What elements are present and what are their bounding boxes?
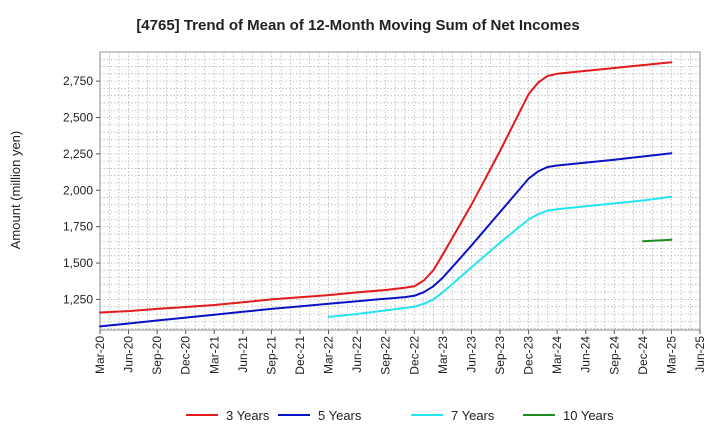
x-tick-label: Mar-24	[550, 336, 564, 374]
x-tick-label: Jun-25	[693, 336, 707, 373]
legend-label: 5 Years	[318, 408, 362, 423]
x-tick-label: Dec-22	[407, 336, 421, 375]
y-tick-label: 2,500	[63, 110, 93, 124]
x-tick-label: Mar-25	[664, 336, 678, 374]
x-tick-label: Jun-23	[464, 336, 478, 373]
chart-title: [4765] Trend of Mean of 12-Month Moving …	[136, 17, 579, 34]
legend: 3 Years 5 Years 7 Years 10 Years	[186, 408, 614, 423]
x-tick-label: Sep-22	[379, 336, 393, 375]
x-tick-label: Mar-20	[93, 336, 107, 374]
y-axis-ticks: 1,250 1,500 1,750 2,000 2,250 2,500 2,750	[63, 74, 100, 306]
x-tick-label: Mar-23	[436, 336, 450, 374]
x-tick-label: Jun-24	[579, 336, 593, 373]
x-axis-ticks: Mar-20 Jun-20 Sep-20 Dec-20 Mar-21 Jun-21 Sep-…	[93, 330, 707, 375]
x-tick-label: Dec-23	[522, 336, 536, 375]
x-tick-label: Dec-21	[293, 336, 307, 375]
y-tick-label: 1,250	[63, 292, 93, 306]
y-tick-label: 2,750	[63, 74, 93, 88]
plot-area	[99, 51, 701, 331]
x-tick-label: Mar-22	[322, 336, 336, 374]
series-line	[99, 152, 673, 328]
legend-label: 3 Years	[226, 408, 270, 423]
x-tick-label: Sep-23	[493, 336, 507, 375]
y-tick-label: 2,250	[63, 147, 93, 161]
x-tick-label: Dec-24	[636, 336, 650, 375]
x-tick-label: Sep-21	[264, 336, 278, 375]
series-lines	[99, 61, 673, 328]
series-line	[641, 238, 673, 243]
x-tick-label: Dec-20	[179, 336, 193, 375]
x-tick-label: Sep-24	[607, 336, 621, 375]
legend-label: 7 Years	[451, 408, 495, 423]
y-axis-label: Amount (million yen)	[8, 131, 23, 250]
x-tick-label: Jun-21	[236, 336, 250, 373]
series-line	[99, 61, 673, 314]
legend-label: 10 Years	[563, 408, 614, 423]
x-tick-label: Sep-20	[150, 336, 164, 375]
x-tick-label: Jun-22	[350, 336, 364, 373]
x-tick-label: Jun-20	[122, 336, 136, 373]
y-tick-label: 2,000	[63, 183, 93, 197]
grid	[100, 51, 700, 330]
series-line	[327, 195, 673, 318]
y-tick-label: 1,750	[63, 220, 93, 234]
y-tick-label: 1,500	[63, 256, 93, 270]
x-tick-label: Mar-21	[207, 336, 221, 374]
